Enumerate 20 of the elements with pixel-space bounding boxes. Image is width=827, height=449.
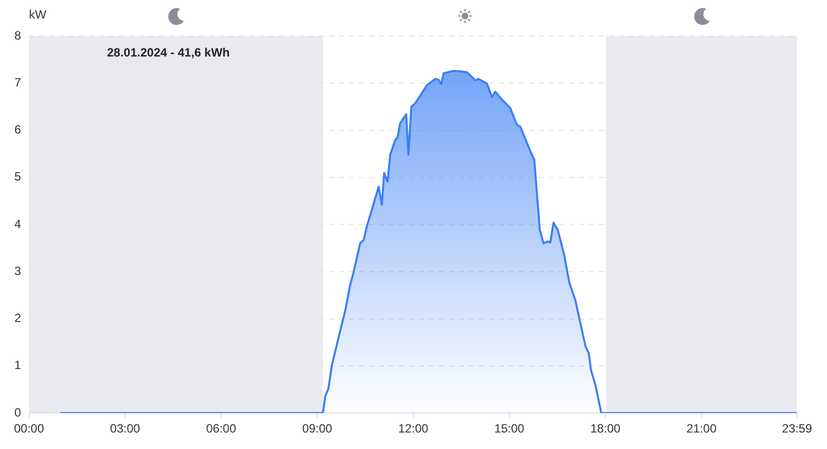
x-tick-label: 00:00 (14, 422, 44, 436)
y-tick-label: 2 (14, 311, 22, 326)
x-tick-label: 15:00 (494, 422, 525, 436)
y-tick-label: 8 (14, 28, 22, 42)
y-tick-label: 5 (14, 170, 22, 184)
x-tick-label: 21:00 (686, 422, 717, 436)
y-tick-label: 3 (14, 264, 22, 278)
x-tick-label: 18:00 (590, 422, 621, 436)
x-tick-label: 09:00 (302, 422, 333, 436)
x-tick-label: 12:00 (398, 422, 429, 436)
x-tick-label: 03:00 (110, 422, 140, 436)
y-tick-label: 6 (14, 122, 22, 137)
y-tick-label: 4 (14, 216, 22, 231)
y-tick-label: 0 (14, 405, 22, 420)
y-axis-title: kW (29, 7, 47, 22)
x-tick-label: 23:59 (782, 422, 812, 436)
y-tick-label: 7 (14, 75, 22, 90)
x-tick-label: 06:00 (206, 422, 236, 436)
text: 28.01.2024 - 41,6 kWh (107, 45, 230, 60)
y-tick-label: 1 (14, 358, 22, 372)
